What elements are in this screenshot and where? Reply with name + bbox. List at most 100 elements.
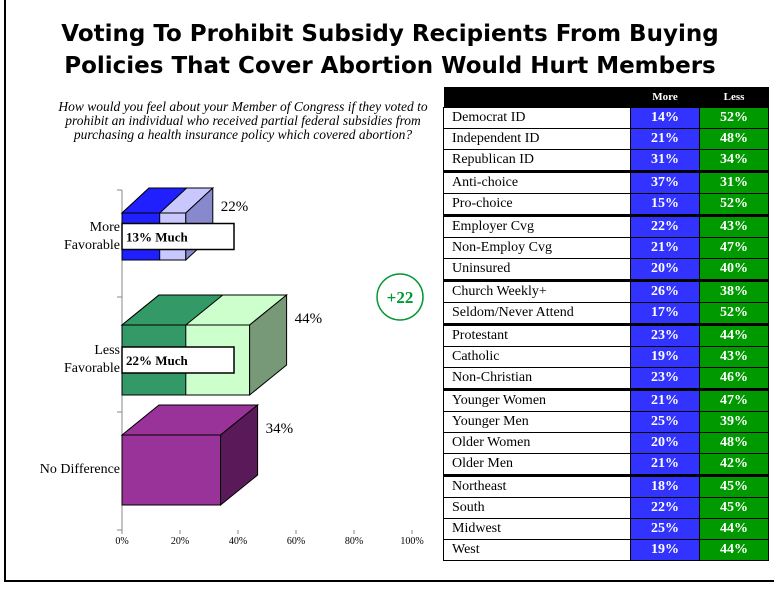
less-cell: 42% (699, 453, 769, 476)
bar-side (249, 293, 288, 397)
more-cell: 20% (630, 432, 700, 454)
row-label: Non-Employ Cvg (443, 237, 631, 259)
less-cell: 38% (699, 280, 769, 303)
less-cell: 45% (699, 497, 769, 519)
more-cell: 25% (630, 411, 700, 433)
less-cell: 47% (699, 237, 769, 259)
table-row: Midwest 25% 44% (443, 518, 769, 540)
table-row: Employer Cvg 22% 43% (443, 215, 769, 238)
less-cell: 48% (699, 432, 769, 454)
table-row: Protestant 23% 44% (443, 324, 769, 347)
bar-front (121, 434, 222, 506)
more-cell: 21% (630, 453, 700, 476)
row-label: Uninsured (443, 258, 631, 281)
x-tick-label: 100% (400, 536, 423, 547)
row-label: Democrat ID (443, 107, 631, 129)
more-cell: 21% (630, 389, 700, 412)
more-cell: 31% (630, 149, 700, 172)
table-row: Church Weekly+ 26% 38% (443, 280, 769, 303)
more-cell: 21% (630, 128, 700, 150)
more-cell: 22% (630, 215, 700, 238)
row-label: South (443, 497, 631, 519)
less-cell: 44% (699, 539, 769, 561)
value-label: 34% (266, 421, 294, 437)
table-row: Pro-choice 15% 52% (443, 193, 769, 216)
less-cell: 47% (699, 389, 769, 412)
row-label: Pro-choice (443, 193, 631, 216)
much-box (121, 346, 235, 374)
x-tick-label: 0% (115, 536, 128, 547)
more-cell: 18% (630, 475, 700, 498)
row-label: Younger Women (443, 389, 631, 412)
table-row: Uninsured 20% 40% (443, 258, 769, 281)
category-label: More Favorable (64, 219, 120, 253)
much-top (120, 187, 188, 214)
more-cell: 14% (630, 107, 700, 129)
more-cell: 22% (630, 497, 700, 519)
row-label: Independent ID (443, 128, 631, 150)
table-row: Younger Men 25% 39% (443, 411, 769, 433)
bar-side (220, 403, 259, 507)
less-cell: 44% (699, 324, 769, 347)
row-label: Older Men (443, 453, 631, 476)
much-label: 22% Much (126, 353, 189, 368)
table-row: Republican ID 31% 34% (443, 149, 769, 172)
x-tick-label: 40% (229, 536, 247, 547)
less-cell: 31% (699, 171, 769, 194)
table-row: Non-Employ Cvg 21% 47% (443, 237, 769, 259)
x-tick-label: 20% (171, 536, 189, 547)
row-label: Midwest (443, 518, 631, 540)
table-row: Northeast 18% 45% (443, 475, 769, 498)
x-tick-label: 80% (345, 536, 363, 547)
more-cell: 19% (630, 539, 700, 561)
table-row: West 19% 44% (443, 539, 769, 561)
frame (4, 0, 774, 582)
more-cell: 20% (630, 258, 700, 281)
less-cell: 43% (699, 215, 769, 238)
value-label: 44% (295, 311, 323, 327)
row-label: Republican ID (443, 149, 631, 172)
title: Voting To Prohibit Subsidy Recipients Fr… (61, 21, 719, 79)
more-cell: 23% (630, 367, 700, 390)
less-cell: 44% (699, 518, 769, 540)
more-cell: 23% (630, 324, 700, 347)
row-label: Older Women (443, 432, 631, 454)
table-row: Anti-choice 37% 31% (443, 171, 769, 194)
more-cell: 21% (630, 237, 700, 259)
much-top (120, 294, 225, 326)
less-cell: 48% (699, 128, 769, 150)
less-cell: 46% (699, 367, 769, 390)
row-label: Anti-choice (443, 171, 631, 194)
badge-text: +22 (387, 288, 414, 307)
table-row: Non-Christian 23% 46% (443, 367, 769, 390)
table-row: Younger Women 21% 47% (443, 389, 769, 412)
row-label: West (443, 539, 631, 561)
less-cell: 39% (699, 411, 769, 433)
x-tick-label: 60% (287, 536, 305, 547)
row-label: Non-Christian (443, 367, 631, 390)
much-label: 13% Much (126, 230, 189, 245)
row-label: Younger Men (443, 411, 631, 433)
header-blank (443, 87, 631, 108)
less-cell: 45% (699, 475, 769, 498)
row-label: Catholic (443, 346, 631, 368)
header: More (630, 87, 700, 108)
row-label: Northeast (443, 475, 631, 498)
more-cell: 37% (630, 171, 700, 194)
less-cell: 43% (699, 346, 769, 368)
more-cell: 25% (630, 518, 700, 540)
table: More Less Democrat ID 14% 52% Independent ID 2… (443, 87, 769, 561)
badge (376, 273, 424, 321)
table-row: Democrat ID 14% 52% (443, 107, 769, 129)
value-label: 22% (221, 199, 249, 215)
much-box (121, 222, 235, 251)
less-cell: 52% (699, 302, 769, 325)
more-cell: 15% (630, 193, 700, 216)
row-label: Protestant (443, 324, 631, 347)
table-row: Independent ID 21% 48% (443, 128, 769, 150)
table-row: Older Women 20% 48% (443, 432, 769, 454)
less-cell: 52% (699, 107, 769, 129)
less-cell: 52% (699, 193, 769, 216)
